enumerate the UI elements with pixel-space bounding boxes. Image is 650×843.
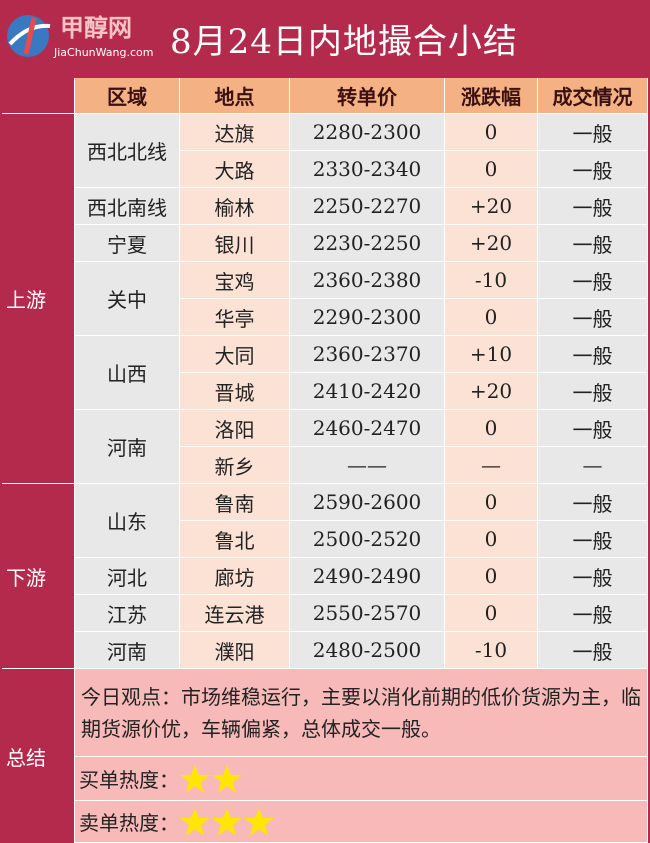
column-header: 成交情况 — [538, 78, 648, 114]
cell: 银川 — [180, 225, 290, 262]
cell: —— — [290, 447, 445, 484]
cell: 华亭 — [180, 299, 290, 336]
cell: 一般 — [538, 484, 648, 521]
cell: 2460-2470 — [290, 410, 445, 447]
cell: 一般 — [538, 410, 648, 447]
cell: 达旗 — [180, 114, 290, 151]
header-corner — [2, 78, 75, 114]
cell: 2290-2300 — [290, 299, 445, 336]
opinion: 今日观点：市场维稳运行，主要以消化前期的低价货源为主，临期货源价优，车辆偏紧，总… — [75, 669, 648, 757]
cell: 2500-2520 — [290, 521, 445, 558]
section-label: 上游 — [2, 114, 75, 484]
cell: 一般 — [538, 299, 648, 336]
cell: 2360-2370 — [290, 336, 445, 373]
logo: 甲醇网 JiaChunWang.com — [4, 6, 164, 66]
cell: 一般 — [538, 262, 648, 299]
cell: 大路 — [180, 151, 290, 188]
logo-icon: 甲醇网 JiaChunWang.com — [7, 13, 154, 59]
cell: 宝鸡 — [180, 262, 290, 299]
star — [244, 807, 274, 836]
cell: 一般 — [538, 336, 648, 373]
cell: 0 — [445, 558, 538, 595]
heat-row: 买单热度： — [75, 757, 648, 801]
column-header: 转单价 — [290, 78, 445, 114]
region: 江苏 — [75, 595, 180, 632]
cell: 洛阳 — [180, 410, 290, 447]
region: 西北北线 — [75, 114, 180, 188]
cell: 0 — [445, 151, 538, 188]
region: 宁夏 — [75, 225, 180, 262]
cell: +20 — [445, 373, 538, 410]
summary-label: 总结 — [2, 669, 75, 843]
cell: 2250-2270 — [290, 188, 445, 225]
cell: 2480-2500 — [290, 632, 445, 669]
cell: 榆林 — [180, 188, 290, 225]
cell: 2490-2490 — [290, 558, 445, 595]
heat-row: 卖单热度： — [75, 801, 648, 843]
cell: 一般 — [538, 188, 648, 225]
cell: 2590-2600 — [290, 484, 445, 521]
cell: 2280-2300 — [290, 114, 445, 151]
cell: 0 — [445, 521, 538, 558]
cell: 一般 — [538, 225, 648, 262]
cell: 2360-2380 — [290, 262, 445, 299]
cell: 鲁北 — [180, 521, 290, 558]
column-header: 涨跌幅 — [445, 78, 538, 114]
cell: -10 — [445, 632, 538, 669]
cell: 一般 — [538, 151, 648, 188]
cell: 一般 — [538, 114, 648, 151]
column-header: 区域 — [75, 78, 180, 114]
region: 河南 — [75, 410, 180, 484]
cell: 2550-2570 — [290, 595, 445, 632]
cell: — — [538, 447, 648, 484]
cell: 新乡 — [180, 447, 290, 484]
cell: 一般 — [538, 632, 648, 669]
cell: 0 — [445, 484, 538, 521]
cell: 鲁南 — [180, 484, 290, 521]
cell: +10 — [445, 336, 538, 373]
title: 8月24日内地撮合小结 — [170, 22, 518, 62]
cell: 一般 — [538, 595, 648, 632]
cell: 2410-2420 — [290, 373, 445, 410]
cell: 濮阳 — [180, 632, 290, 669]
cell: 大同 — [180, 336, 290, 373]
cell: -10 — [445, 262, 538, 299]
cell: 晋城 — [180, 373, 290, 410]
star — [180, 807, 210, 836]
cell: — — [445, 447, 538, 484]
logo-cn: 甲醇网 — [60, 13, 132, 42]
section-label: 下游 — [2, 484, 75, 669]
cell: 0 — [445, 299, 538, 336]
cell: 2330-2340 — [290, 151, 445, 188]
region: 河南 — [75, 632, 180, 669]
cell: +20 — [445, 225, 538, 262]
cell: 连云港 — [180, 595, 290, 632]
logo-en: JiaChunWang.com — [53, 46, 154, 59]
cell: 一般 — [538, 558, 648, 595]
cell: +20 — [445, 188, 538, 225]
cell: 0 — [445, 595, 538, 632]
region: 山西 — [75, 336, 180, 410]
cell: 0 — [445, 114, 538, 151]
cell: 2230-2250 — [290, 225, 445, 262]
cell: 廊坊 — [180, 558, 290, 595]
column-header: 地点 — [180, 78, 290, 114]
cell: 一般 — [538, 521, 648, 558]
star — [212, 764, 242, 793]
heat-label: 买单热度： — [79, 768, 179, 792]
cell: 一般 — [538, 373, 648, 410]
region: 山东 — [75, 484, 180, 558]
region: 西北南线 — [75, 188, 180, 225]
cell: 0 — [445, 410, 538, 447]
region: 关中 — [75, 262, 180, 336]
heat-label: 卖单热度： — [79, 811, 179, 835]
star — [180, 764, 210, 793]
star — [212, 807, 242, 836]
region: 河北 — [75, 558, 180, 595]
